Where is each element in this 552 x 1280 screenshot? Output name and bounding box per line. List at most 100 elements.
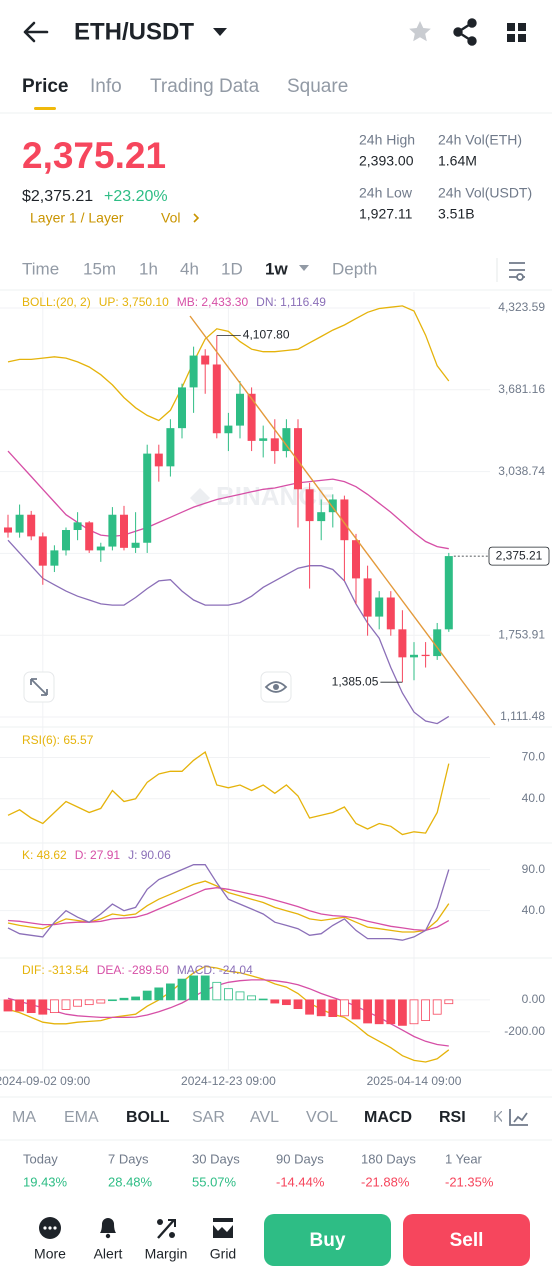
indicator-tab[interactable]: SAR [192, 1109, 225, 1126]
annotation: 1,385.05 [332, 674, 379, 688]
sell-label[interactable]: Sell [450, 1230, 484, 1251]
stat-label: 24h High [359, 132, 415, 148]
nav-label[interactable]: Margin [145, 1246, 188, 1262]
trend-line[interactable] [189, 315, 496, 726]
macd-bar [131, 996, 141, 1001]
boll-line [7, 305, 450, 422]
indicator-tab[interactable]: MA [12, 1109, 36, 1126]
indicator-tab[interactable]: AVL [250, 1109, 279, 1126]
timeframe[interactable]: 1w [265, 259, 288, 278]
legend-item: J: 90.06 [128, 848, 171, 862]
macd-bar [61, 999, 71, 1010]
layout-icon[interactable] [507, 23, 526, 42]
indicator-tab[interactable]: RSI [439, 1109, 466, 1126]
pair-caret[interactable] [213, 28, 227, 36]
macd-bar [374, 999, 384, 1025]
legend-item: RSI(6): 65.57 [22, 733, 94, 747]
legend-item: MB: 2,433.30 [177, 295, 249, 309]
tab[interactable]: Square [287, 76, 348, 97]
perf-label: 7 Days [108, 1151, 149, 1166]
candle-body [247, 393, 256, 441]
indicator-settings[interactable] [502, 1100, 552, 1136]
macd-bar [421, 999, 431, 1021]
share-icon[interactable] [453, 18, 477, 46]
stats: 24h High 2,393.00 24h Low 1,927.11 24h Vol(E… [359, 132, 532, 222]
macd-bar [305, 999, 315, 1015]
macd-bar [177, 978, 187, 1001]
buy-label[interactable]: Buy [310, 1230, 346, 1251]
timeframe[interactable]: 15m [83, 259, 116, 278]
candle-body [62, 530, 70, 551]
timeframe[interactable]: 1D [221, 259, 243, 278]
candle-body [15, 514, 24, 533]
candle-body [421, 654, 430, 657]
nav-label[interactable]: Grid [210, 1246, 236, 1262]
indicator-tab[interactable]: MACD [364, 1109, 412, 1126]
indicator-tab[interactable]: EMA [64, 1109, 99, 1126]
timeframe[interactable]: 1h [139, 259, 158, 278]
perf-label: 30 Days [192, 1151, 240, 1166]
y-tick-label: 3,681.16 [498, 382, 545, 396]
y-tick-label: 40.0 [522, 903, 546, 917]
favorite-icon[interactable] [409, 21, 431, 42]
indicator-tab[interactable]: K [493, 1109, 504, 1126]
expand-button[interactable] [23, 671, 55, 703]
settings-icon[interactable] [509, 262, 525, 281]
macd-bar [73, 999, 82, 1007]
macd-bar [154, 987, 164, 1001]
x-tick-label: 2024-09-02 09:00 [0, 1074, 90, 1088]
buy-button[interactable] [264, 1214, 391, 1266]
sell-button[interactable] [403, 1214, 530, 1266]
candle-body [212, 364, 221, 434]
tf-caret[interactable] [299, 265, 309, 271]
eye-button[interactable] [260, 671, 292, 703]
annotation: 4,107.80 [243, 328, 290, 342]
tab[interactable]: Price [22, 76, 68, 97]
indicator-tab[interactable]: VOL [306, 1109, 338, 1126]
candle-body [4, 527, 12, 533]
macd-bar [223, 988, 233, 1001]
vol-link[interactable]: Vol [161, 210, 180, 226]
candle-body [131, 542, 140, 548]
indicator-tabs: MA EMA BOLL SAR AVL VOL MACD RSI K [12, 1109, 504, 1126]
macd-bar [142, 990, 152, 1001]
timeframe[interactable]: Time [22, 259, 59, 278]
candle-body [27, 514, 36, 537]
tag[interactable]: Layer 1 / Layer [30, 210, 124, 226]
chart: 2024-09-02 09:00 2024-12-23 09:00 2025-04-… [0, 295, 462, 1088]
pair-title[interactable]: ETH/USDT [74, 18, 194, 45]
tab[interactable]: Trading Data [150, 76, 260, 97]
stat-label: 24h Low [359, 185, 413, 201]
timeframe[interactable]: Depth [332, 259, 377, 278]
candle-body [305, 489, 314, 522]
macd-bar [432, 999, 442, 1015]
candle-body [386, 597, 395, 630]
candle-body [270, 438, 279, 452]
tab-indicator [34, 107, 56, 110]
tab[interactable]: Info [90, 76, 122, 97]
macd-bar [363, 999, 373, 1024]
macd-bar [50, 999, 59, 1014]
macd-bar [270, 999, 280, 1004]
boll-line [7, 539, 450, 725]
nav: More Alert Margin Grid [34, 1246, 236, 1262]
candle-body [282, 428, 291, 452]
indicator-tab[interactable]: BOLL [126, 1109, 170, 1126]
macd-bar [189, 975, 199, 1001]
macd-bar [409, 999, 419, 1025]
nav-label[interactable]: More [34, 1246, 66, 1262]
perf-value: -14.44% [276, 1174, 325, 1189]
timeframe[interactable]: 4h [180, 259, 199, 278]
candle-body [352, 540, 360, 579]
macd-bar [293, 999, 303, 1010]
perf-value: 28.48% [108, 1174, 153, 1189]
y-tick-label: 1,111.48 [500, 709, 545, 723]
legend-item: K: 48.62 [22, 848, 67, 862]
usd-price: $2,375.21 [22, 188, 93, 205]
back-button[interactable] [23, 21, 49, 43]
nav-label[interactable]: Alert [94, 1246, 123, 1262]
perf-value: 19.43% [23, 1174, 68, 1189]
macd-bar [247, 995, 257, 1001]
change: +23.20% [104, 188, 168, 205]
